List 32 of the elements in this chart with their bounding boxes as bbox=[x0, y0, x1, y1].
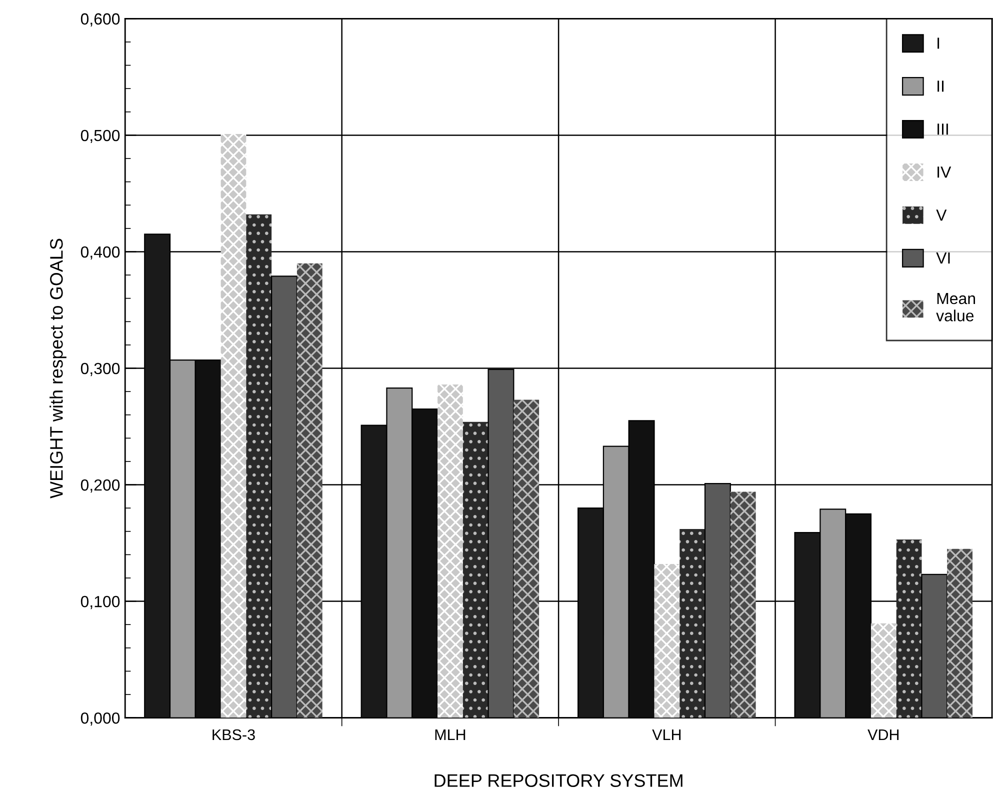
bar bbox=[947, 548, 972, 718]
y-tick-label: 0,500 bbox=[80, 130, 120, 144]
x-axis-title: DEEP REPOSITORY SYSTEM bbox=[434, 774, 682, 787]
x-tick-label: MLH bbox=[435, 729, 466, 740]
legend-label: Mean value bbox=[936, 293, 975, 322]
legend-label: II bbox=[938, 80, 944, 92]
legend-label: III bbox=[938, 124, 948, 135]
x-tick-label: VLH bbox=[652, 729, 681, 740]
legend-label: V bbox=[936, 210, 947, 221]
bar bbox=[514, 400, 540, 718]
y-tick-label: 0,200 bbox=[80, 479, 120, 493]
bar bbox=[680, 529, 706, 718]
bar bbox=[896, 540, 922, 718]
y-tick-label: 0,000 bbox=[80, 712, 120, 726]
y-axis-title: WEIGHT with respect to GOALS bbox=[50, 238, 66, 498]
y-tick-label: 0,400 bbox=[80, 246, 120, 260]
bar bbox=[220, 134, 246, 718]
x-tick-label: VDH bbox=[868, 729, 899, 740]
y-tick-label: 0,300 bbox=[80, 362, 120, 376]
bar bbox=[296, 263, 322, 718]
bar bbox=[462, 422, 488, 718]
x-tick-label: KBS-3 bbox=[212, 729, 255, 740]
y-tick-label: 0,100 bbox=[80, 596, 120, 610]
bar bbox=[438, 384, 463, 718]
bar bbox=[246, 214, 272, 718]
legend-label: IV bbox=[938, 166, 952, 178]
bar bbox=[654, 564, 680, 718]
bar bbox=[730, 492, 756, 718]
y-tick-label: 0,600 bbox=[80, 13, 120, 27]
legend-label: VI bbox=[936, 252, 950, 264]
bar bbox=[870, 623, 896, 718]
legend-label: I bbox=[938, 38, 940, 49]
